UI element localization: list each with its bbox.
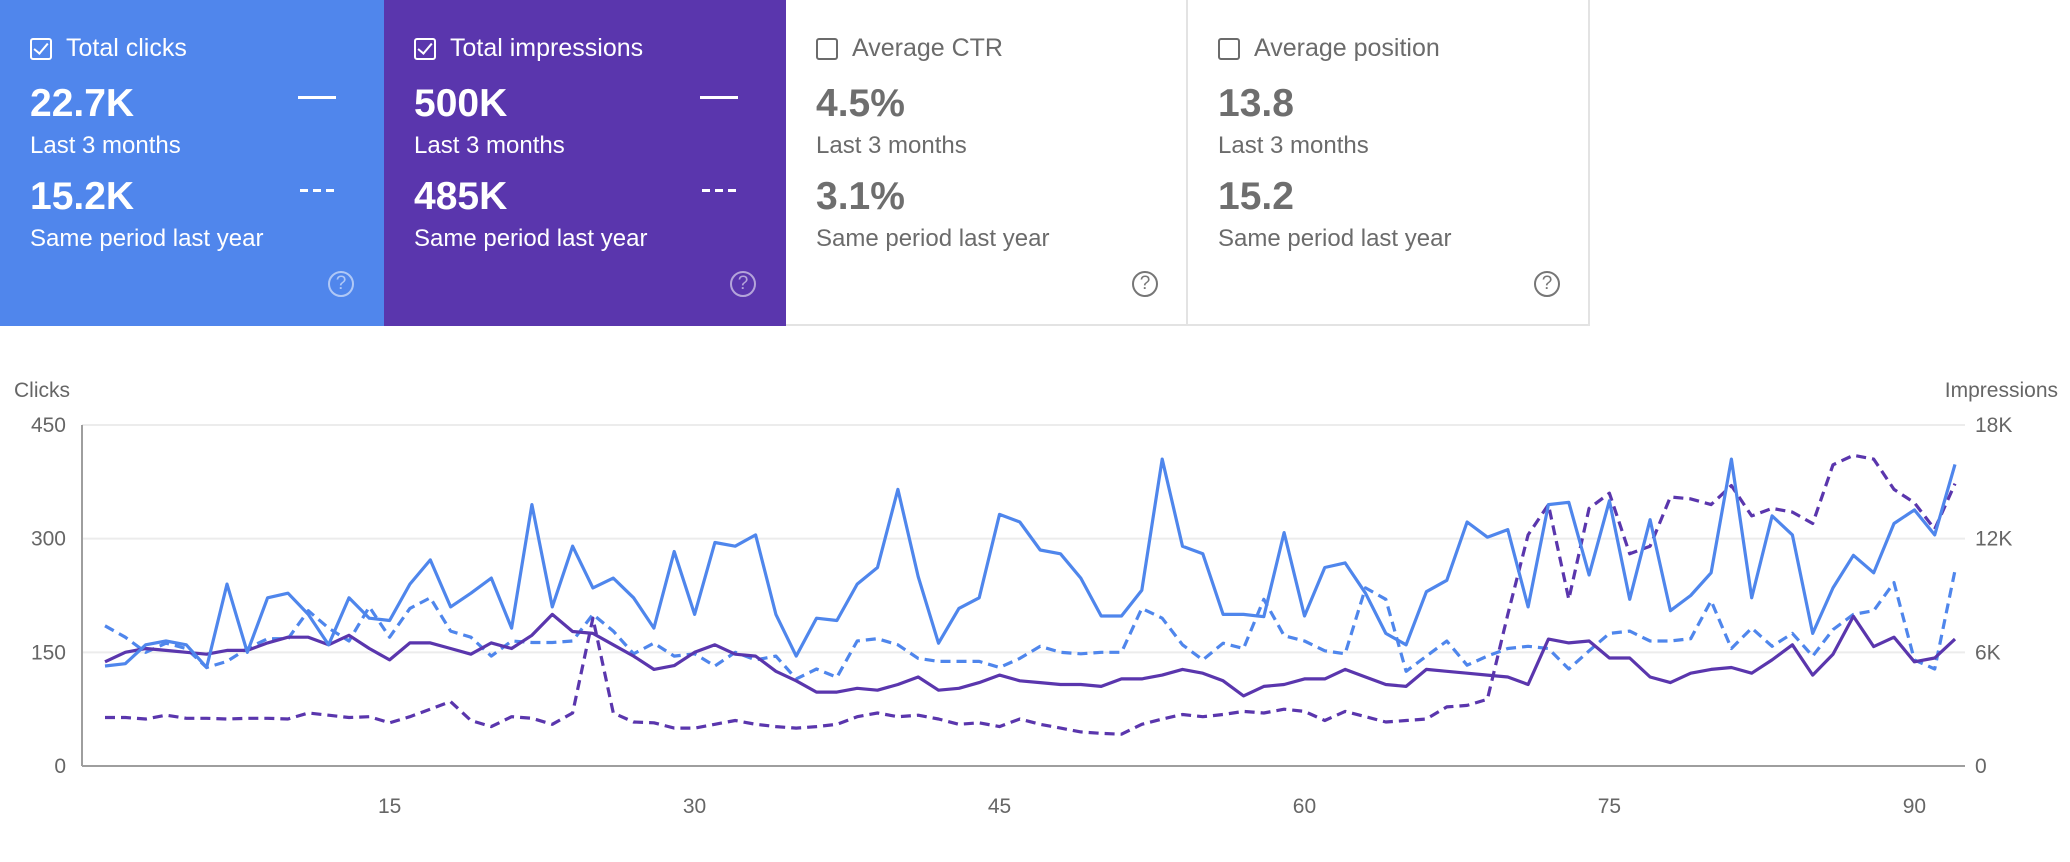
checkbox-icon[interactable] bbox=[816, 37, 838, 60]
x-tick-label: 60 bbox=[1293, 795, 1316, 818]
series-impressions-previous[interactable] bbox=[105, 453, 1957, 736]
metric-title: Total impressions bbox=[450, 34, 644, 62]
x-tick-label: 45 bbox=[988, 795, 1011, 818]
metric-toggle[interactable]: Average CTR bbox=[816, 34, 1003, 63]
y-axis-right-title: Impressions bbox=[1945, 379, 2058, 402]
metric-prev-period: Same period last year bbox=[30, 225, 264, 252]
help-icon[interactable]: ? bbox=[328, 271, 354, 297]
metric-title: Total clicks bbox=[66, 34, 187, 62]
y-tick-left: 450 bbox=[31, 414, 66, 437]
checkbox-icon[interactable] bbox=[30, 37, 52, 60]
metric-prev-period: Same period last year bbox=[816, 225, 1050, 252]
x-tick-label: 75 bbox=[1598, 795, 1621, 818]
y-tick-right: 12K bbox=[1975, 528, 2012, 551]
help-icon[interactable]: ? bbox=[730, 271, 756, 297]
y-tick-right: 18K bbox=[1975, 414, 2012, 437]
metric-prev-period: Same period last year bbox=[414, 225, 648, 252]
legend-dashed-line-icon bbox=[702, 189, 736, 192]
help-icon[interactable]: ? bbox=[1534, 271, 1560, 297]
series-impressions-current[interactable] bbox=[104, 612, 1957, 698]
metric-toggle[interactable]: Average position bbox=[1218, 34, 1440, 63]
y-tick-left: 0 bbox=[54, 755, 66, 778]
help-icon[interactable]: ? bbox=[1132, 271, 1158, 297]
x-tick-label: 90 bbox=[1903, 795, 1926, 818]
metric-value: 500K bbox=[414, 82, 508, 125]
x-tick-label: 15 bbox=[378, 795, 401, 818]
metric-card-average-position[interactable]: Average position 13.8 Last 3 months 15.2… bbox=[1188, 0, 1590, 326]
series-clicks-current[interactable] bbox=[104, 457, 1957, 670]
metric-prev-value: 15.2 bbox=[1218, 175, 1294, 218]
metric-card-total-clicks[interactable]: Total clicks 22.7K Last 3 months 15.2K S… bbox=[0, 0, 384, 326]
metric-period: Last 3 months bbox=[1218, 132, 1369, 159]
performance-chart: Clicks Impressions 0 0 150 6K 300 12K 450 18K 15… bbox=[14, 379, 2058, 818]
metric-card-total-impressions[interactable]: Total impressions 500K Last 3 months 485… bbox=[384, 0, 786, 326]
y-tick-left: 150 bbox=[31, 641, 66, 664]
metric-prev-period: Same period last year bbox=[1218, 225, 1452, 252]
y-tick-left: 300 bbox=[31, 528, 66, 551]
checkbox-icon[interactable] bbox=[414, 37, 436, 60]
metric-title: Average CTR bbox=[852, 34, 1003, 62]
legend-solid-line-icon bbox=[298, 96, 336, 99]
metric-period: Last 3 months bbox=[816, 132, 967, 159]
metric-toggle[interactable]: Total impressions bbox=[414, 34, 643, 63]
metric-card-average-ctr[interactable]: Average CTR 4.5% Last 3 months 3.1% Same… bbox=[786, 0, 1188, 326]
metric-prev-value: 3.1% bbox=[816, 175, 905, 218]
y-tick-right: 0 bbox=[1975, 755, 1987, 778]
series-clicks-previous[interactable] bbox=[104, 570, 1957, 681]
metric-value: 22.7K bbox=[30, 82, 135, 125]
metric-prev-value: 15.2K bbox=[30, 175, 135, 218]
legend-dashed-line-icon bbox=[300, 189, 334, 192]
x-tick-label: 30 bbox=[683, 795, 706, 818]
metric-period: Last 3 months bbox=[414, 132, 565, 159]
metric-title: Average position bbox=[1254, 34, 1440, 62]
metric-value: 4.5% bbox=[816, 82, 905, 125]
legend-solid-line-icon bbox=[700, 96, 738, 99]
metric-value: 13.8 bbox=[1218, 82, 1294, 125]
y-axis-left-title: Clicks bbox=[14, 379, 70, 402]
metric-prev-value: 485K bbox=[414, 175, 508, 218]
metric-period: Last 3 months bbox=[30, 132, 181, 159]
checkbox-icon[interactable] bbox=[1218, 37, 1240, 60]
metric-toggle[interactable]: Total clicks bbox=[30, 34, 187, 63]
y-tick-right: 6K bbox=[1975, 641, 2001, 664]
